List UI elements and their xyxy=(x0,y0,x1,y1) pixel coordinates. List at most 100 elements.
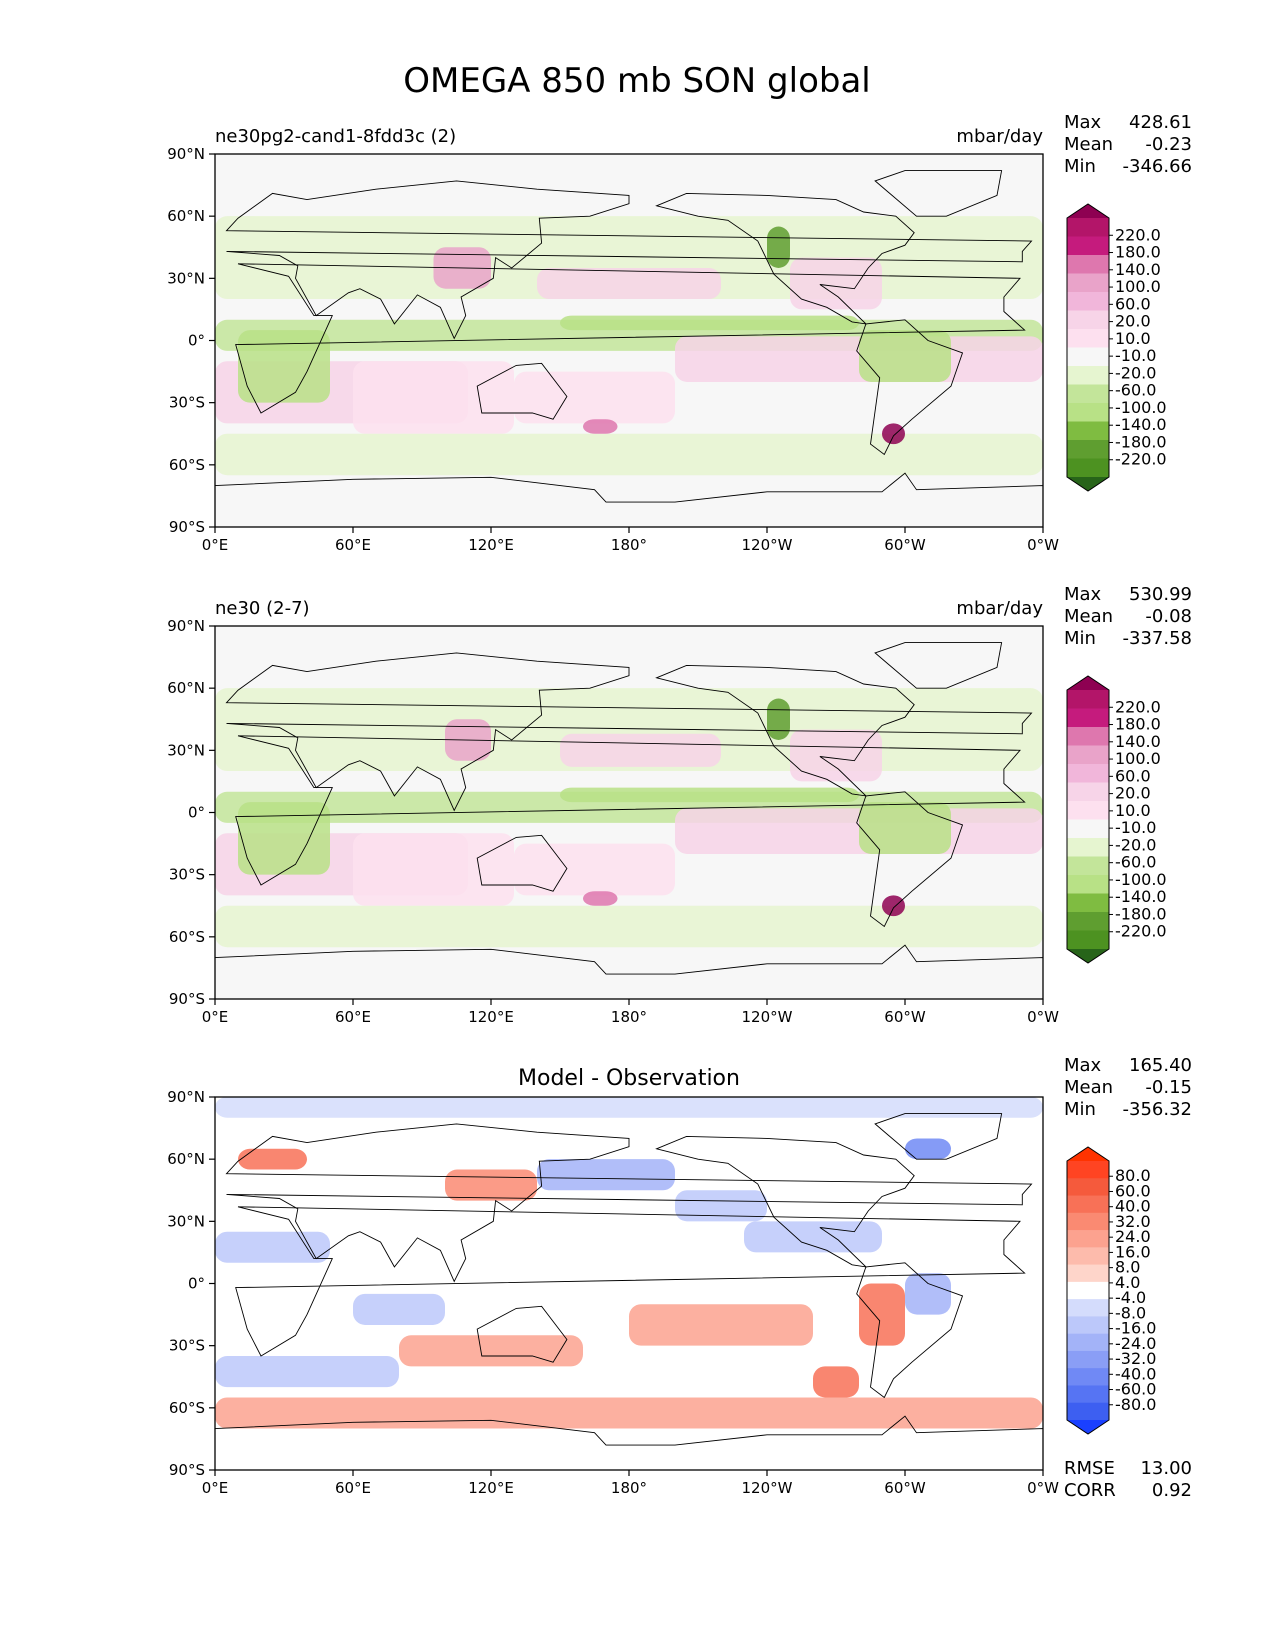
colorbar-extend-max xyxy=(1067,204,1109,218)
field-patch xyxy=(744,1221,882,1253)
colorbar-segment xyxy=(1067,893,1109,913)
y-tick-label: 60°S xyxy=(169,1399,205,1417)
colorbar-segment xyxy=(1067,1230,1109,1248)
x-tick-label: 0°E xyxy=(202,1479,229,1497)
colorbar-tick-label: 4.0 xyxy=(1115,1273,1140,1292)
coastline-antarctica xyxy=(215,1415,1043,1470)
field-patch xyxy=(514,843,675,896)
y-tick-label: 90°S xyxy=(169,518,205,536)
colorbar-extend-min xyxy=(1067,949,1109,963)
colorbar-tick-label: 8.0 xyxy=(1115,1258,1140,1277)
colorbar-tick-label: 180.0 xyxy=(1115,243,1161,262)
colorbar-segment xyxy=(1067,236,1109,256)
x-tick-label: 120°W xyxy=(742,1479,793,1497)
x-tick-label: 120°E xyxy=(468,536,514,554)
panel-reference: 0°E 60°E 120°E 180° 120°W 60°W 0°W 90°N 60°N 30°N… xyxy=(167,584,1192,1026)
field-patch xyxy=(905,1138,951,1160)
field-patch xyxy=(882,423,905,445)
field-patch xyxy=(537,267,721,300)
coastline-australia xyxy=(476,1305,568,1363)
colorbar-tick-label: -140.0 xyxy=(1115,887,1167,906)
x-tick-label: 120°E xyxy=(468,1008,514,1026)
y-tick-label: 90°N xyxy=(167,1088,205,1106)
colorbar-tick-label: 32.0 xyxy=(1115,1212,1151,1231)
field-patch xyxy=(238,330,330,403)
x-tick-label: 0°E xyxy=(202,1008,229,1026)
colorbar-segment xyxy=(1067,421,1109,441)
colorbar-segment xyxy=(1067,347,1109,367)
coastline-australia xyxy=(476,834,568,892)
x-tick-label: 0°W xyxy=(1027,536,1059,554)
colorbar-extend-min xyxy=(1067,477,1109,491)
colorbar-tick-label: -24.0 xyxy=(1115,1334,1156,1353)
colorbar-tick-label: -140.0 xyxy=(1115,415,1167,434)
y-tick-label: 60°S xyxy=(169,928,205,946)
colorbar-segment xyxy=(1067,1281,1109,1300)
colorbar-tick-label: -8.0 xyxy=(1115,1303,1146,1322)
colorbar-segment xyxy=(1067,690,1109,709)
y-tick-label: 30°N xyxy=(167,741,205,759)
colorbar-segment xyxy=(1067,403,1109,422)
colorbar-segment xyxy=(1067,819,1109,839)
extra-stat-label-rmse: RMSE xyxy=(1064,1458,1115,1479)
field-patch xyxy=(353,833,514,906)
field-patch xyxy=(215,433,1043,476)
figure-title: OMEGA 850 mb SON global xyxy=(403,61,870,101)
field-patch xyxy=(238,1148,307,1170)
field-patch xyxy=(767,698,790,740)
stat-value-mean: -0.08 xyxy=(1145,606,1192,627)
x-tick-label: 120°E xyxy=(468,1479,514,1497)
colorbar-segment xyxy=(1067,255,1109,274)
panel-center-title: Model - Observation xyxy=(518,1066,740,1091)
colorbar-outline xyxy=(1066,203,1110,492)
colorbar-outline xyxy=(1066,1146,1110,1435)
colorbar-tick-label: 10.0 xyxy=(1115,329,1151,348)
x-tick-label: 180° xyxy=(611,536,647,554)
coastline-eurasia xyxy=(225,180,1033,340)
y-tick-label: 60°N xyxy=(167,679,205,697)
field-patch xyxy=(560,315,859,331)
extra-stat-label-corr: CORR xyxy=(1064,1480,1116,1501)
colorbar-extend-min xyxy=(1067,1420,1109,1434)
colorbar-segment xyxy=(1067,292,1109,311)
y-tick-label: 30°S xyxy=(169,866,205,884)
colorbar-segment xyxy=(1067,1195,1109,1214)
colorbar-tick-label: 140.0 xyxy=(1115,260,1161,279)
colorbar-segment xyxy=(1067,1350,1109,1369)
colorbar-tick-label: 10.0 xyxy=(1115,801,1151,820)
stat-value-max: 428.61 xyxy=(1129,112,1192,133)
field-patch xyxy=(790,257,882,310)
colorbar-tick-label: 60.0 xyxy=(1115,766,1151,785)
x-tick-label: 60°E xyxy=(335,1008,371,1026)
panel-difference: 0°E 60°E 120°E 180° 120°W 60°W 0°W 90°N 60°N 30°N… xyxy=(167,1055,1192,1501)
coastline-south-america xyxy=(856,791,964,928)
field-patch xyxy=(399,1335,583,1367)
colorbar-tick-label: -20.0 xyxy=(1115,835,1156,854)
coastline-greenland xyxy=(874,1113,1003,1160)
coastline-antarctica xyxy=(215,944,1043,999)
colorbar-tick-label: 60.0 xyxy=(1115,294,1151,313)
colorbar-segment xyxy=(1067,912,1109,931)
colorbar-segment xyxy=(1067,1264,1109,1283)
colorbar: 220.0180.0140.0100.060.020.010.0-10.0-20… xyxy=(1066,675,1167,964)
stat-label-min: Min xyxy=(1064,156,1096,177)
colorbar-segment xyxy=(1067,458,1109,478)
colorbar-tick-label: -60.0 xyxy=(1115,1380,1156,1399)
colorbar: 220.0180.0140.0100.060.020.010.0-10.0-20… xyxy=(1066,203,1167,492)
colorbar-tick-label: 100.0 xyxy=(1115,277,1161,296)
panel-units: mbar/day xyxy=(956,126,1043,147)
field-patch xyxy=(238,802,330,875)
colorbar-segment xyxy=(1067,875,1109,894)
colorbar-tick-label: 24.0 xyxy=(1115,1227,1151,1246)
stat-label-mean: Mean xyxy=(1064,1077,1113,1098)
colorbar-segment xyxy=(1067,384,1109,404)
y-tick-label: 60°N xyxy=(167,1150,205,1168)
colorbar-segment xyxy=(1067,764,1109,783)
colorbar-tick-label: 20.0 xyxy=(1115,784,1151,803)
x-tick-label: 60°W xyxy=(884,1008,926,1026)
colorbar-tick-label: 16.0 xyxy=(1115,1242,1151,1261)
x-tick-label: 180° xyxy=(611,1479,647,1497)
stat-label-max: Max xyxy=(1064,112,1102,133)
stat-value-max: 165.40 xyxy=(1129,1055,1192,1076)
colorbar-segment xyxy=(1067,329,1109,348)
